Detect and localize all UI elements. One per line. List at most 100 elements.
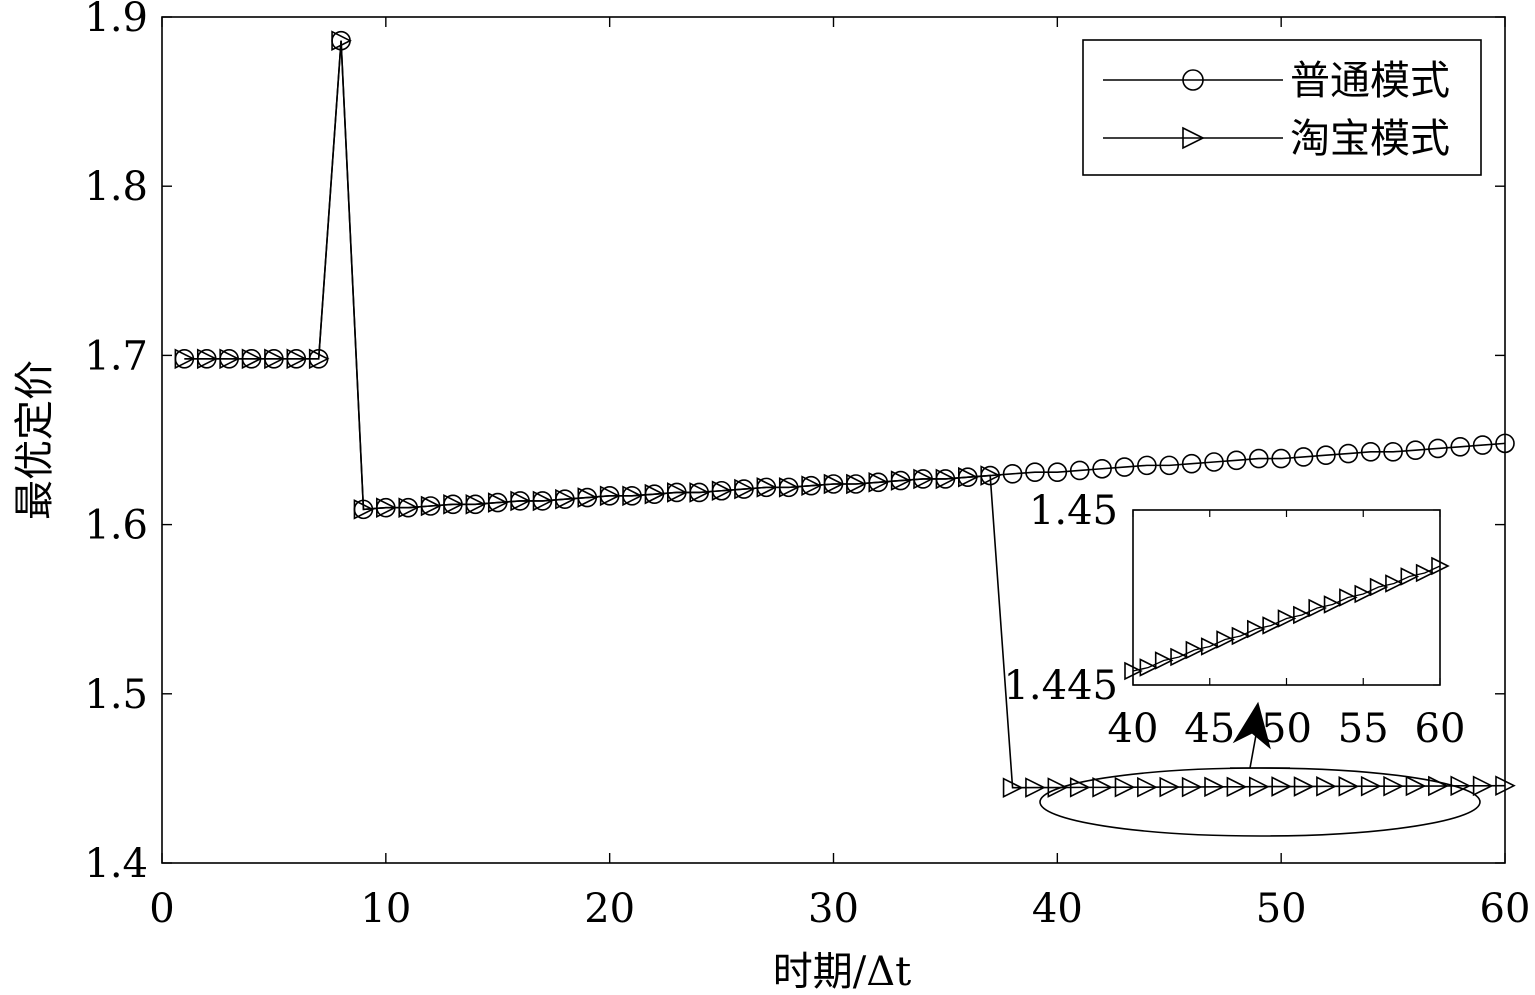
inset-series-point bbox=[1277, 609, 1297, 628]
series-1-point bbox=[1405, 440, 1426, 460]
series-2-point bbox=[465, 494, 487, 515]
series-1-point bbox=[1047, 462, 1068, 482]
inset-series-point bbox=[1139, 658, 1159, 677]
series-2-point bbox=[913, 468, 934, 490]
series-2-point bbox=[868, 472, 890, 493]
x-axis-label: 时期/Δt bbox=[773, 949, 911, 995]
series-2-point bbox=[599, 485, 621, 507]
series-2-point bbox=[801, 475, 822, 496]
series-2-point bbox=[689, 482, 710, 503]
y-tick-label: 1.8 bbox=[84, 164, 148, 210]
series-2-point bbox=[711, 480, 733, 502]
series-2-point bbox=[1383, 775, 1404, 797]
legend-marker-1 bbox=[1182, 69, 1204, 91]
series-1-point bbox=[1293, 447, 1314, 467]
series-2-point bbox=[1338, 776, 1360, 797]
series-2-point bbox=[555, 488, 576, 510]
inset-y-tick-label: 1.45 bbox=[1029, 488, 1118, 534]
y-tick-label: 1.4 bbox=[84, 841, 148, 887]
series-2-point bbox=[957, 466, 979, 488]
inset-frame bbox=[1132, 509, 1441, 686]
main-plot: 0 10 20 30 40 50 60 1.4 1.5 1.6 1.7 1.8 1.9 bbox=[84, 0, 1530, 932]
series-2-point bbox=[510, 490, 531, 512]
series-1-point bbox=[1316, 445, 1336, 466]
y-tick-label: 1.9 bbox=[84, 0, 148, 41]
series-2-point bbox=[890, 470, 912, 491]
series-2-point bbox=[1226, 776, 1248, 798]
inset-x-tick-label: 40 bbox=[1108, 706, 1159, 752]
y-tick-label: 1.6 bbox=[84, 503, 148, 549]
x-tick-label: 10 bbox=[360, 886, 411, 932]
inset-series-point bbox=[1200, 637, 1220, 656]
series-1-point bbox=[1226, 450, 1247, 471]
y-tick-label: 1.7 bbox=[84, 333, 148, 379]
series-1-point bbox=[1092, 458, 1112, 479]
series-2-point bbox=[980, 465, 1001, 486]
inset-x-tick-label: 45 bbox=[1184, 706, 1235, 752]
legend-label-2: 淘宝模式 bbox=[1290, 116, 1450, 162]
series-2-point bbox=[577, 487, 599, 508]
series-2-point bbox=[1293, 776, 1315, 797]
series-2-point bbox=[823, 473, 845, 495]
series-2-point bbox=[241, 348, 263, 370]
inset-series-point bbox=[1154, 651, 1174, 670]
legend-label-1: 普通模式 bbox=[1290, 58, 1450, 104]
inset-series-point bbox=[1323, 595, 1343, 614]
inset-x-tick-label: 55 bbox=[1338, 706, 1389, 752]
inset-x-tick-label: 60 bbox=[1415, 706, 1466, 752]
series-2-point bbox=[398, 497, 420, 518]
y-axis-label: 最优定价 bbox=[12, 360, 58, 520]
inset-series-point bbox=[1185, 640, 1205, 660]
series-2-point bbox=[1159, 776, 1181, 798]
series-1-point bbox=[1383, 442, 1403, 462]
series-2-point bbox=[532, 490, 554, 512]
x-tick-label: 0 bbox=[149, 886, 174, 932]
series-2-point bbox=[487, 492, 509, 513]
inset-series-point bbox=[1400, 567, 1420, 586]
series-2-point bbox=[174, 348, 196, 370]
series-2-point bbox=[1472, 775, 1494, 797]
zoom-arrow-head bbox=[1232, 701, 1271, 750]
series-2-point bbox=[1360, 775, 1382, 797]
series-line-2 bbox=[184, 40, 1506, 789]
series-1-point bbox=[1495, 433, 1515, 454]
series-1-point bbox=[1428, 438, 1448, 459]
legend-marker-2 bbox=[1182, 126, 1205, 150]
series-2-point bbox=[353, 499, 375, 520]
series-1-point bbox=[1069, 460, 1090, 481]
series-2-point bbox=[420, 495, 442, 517]
series-2-point bbox=[846, 473, 867, 495]
series-1-point bbox=[1338, 443, 1359, 464]
series-2-point bbox=[1316, 776, 1337, 797]
y-tick-label: 1.5 bbox=[84, 672, 148, 718]
zoom-arrow-shaft bbox=[1249, 734, 1257, 769]
inset-y-tick-label: 1.445 bbox=[1003, 663, 1118, 709]
series-2-point bbox=[196, 348, 218, 370]
series-2-point bbox=[286, 348, 308, 370]
series-2-point bbox=[308, 348, 330, 370]
inset-series-point bbox=[1431, 556, 1450, 576]
series-2-point bbox=[756, 477, 778, 498]
series-2-point bbox=[331, 30, 352, 51]
legend-box bbox=[1082, 39, 1482, 176]
inset-series-point bbox=[1293, 605, 1312, 625]
series-2-point bbox=[1181, 776, 1203, 798]
series-2-point bbox=[1204, 776, 1225, 798]
series-2-point bbox=[778, 477, 800, 498]
series-2-point bbox=[1271, 776, 1292, 797]
series-1-point bbox=[1271, 448, 1291, 469]
x-tick-label: 50 bbox=[1256, 886, 1307, 932]
series-1-point bbox=[1472, 435, 1493, 455]
x-tick-label: 20 bbox=[584, 886, 635, 932]
series-2-point bbox=[644, 483, 666, 505]
inset-series-point bbox=[1262, 616, 1281, 635]
x-tick-label: 60 bbox=[1480, 886, 1531, 932]
series-1-point bbox=[1114, 457, 1135, 477]
series-1-point bbox=[1204, 452, 1224, 472]
series-2-point bbox=[443, 494, 464, 515]
series-2-point bbox=[1114, 776, 1136, 798]
series-1-point bbox=[1450, 436, 1471, 457]
series-1-point bbox=[1002, 464, 1023, 484]
